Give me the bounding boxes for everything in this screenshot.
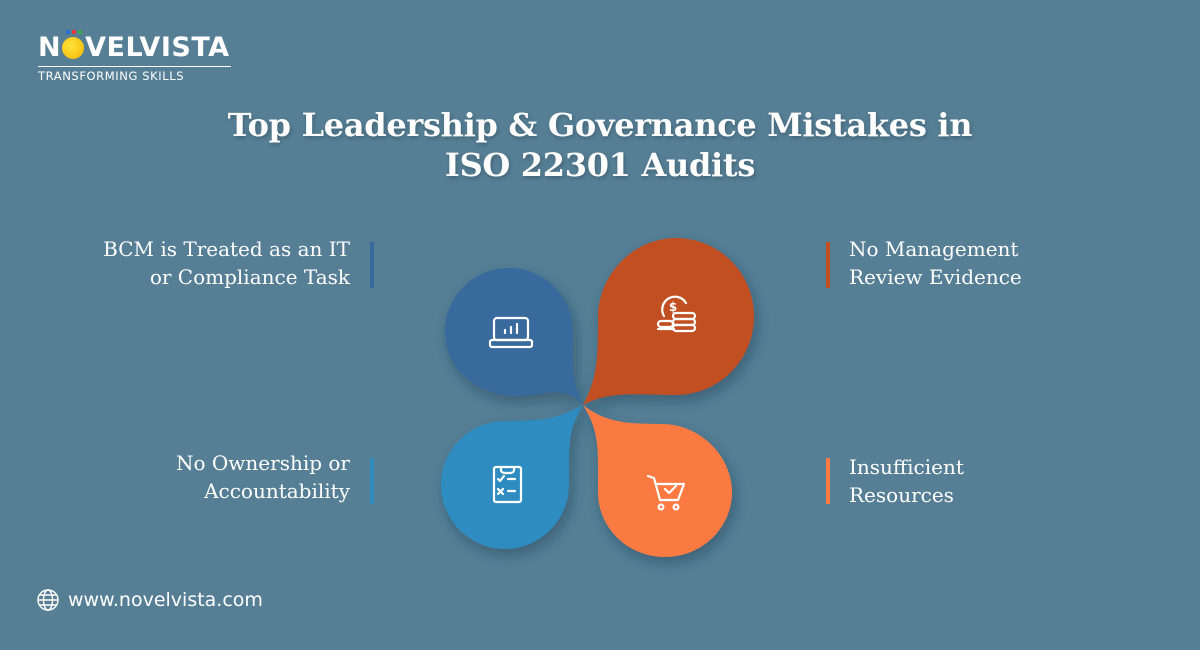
item-label-top-left: BCM is Treated as an IT or Compliance Ta…	[103, 235, 350, 291]
logo-divider	[38, 66, 231, 67]
title-line-1: Top Leadership & Governance Mistakes in	[227, 106, 973, 144]
coins-dollar-icon: $	[656, 295, 697, 333]
page-title: Top Leadership & Governance Mistakes in …	[0, 105, 1200, 185]
laptop-chart-icon	[488, 316, 534, 349]
novelvista-logo: N VELVISTA TRANSFORMING SKILLS	[38, 30, 232, 83]
globe-icon	[37, 589, 59, 611]
website-link[interactable]: www.novelvista.com	[68, 589, 263, 611]
logo-wordmark: N VELVISTA	[38, 30, 232, 63]
title-line-2: ISO 22301 Audits	[444, 146, 756, 184]
item-label-line: No Ownership or	[176, 451, 350, 475]
logo-letter-n: N	[38, 32, 62, 63]
accent-bar-bottom-left	[370, 458, 374, 504]
svg-text:$: $	[669, 300, 677, 314]
accent-bar-top-left	[370, 242, 374, 288]
item-label-top-right: No Management Review Evidence	[849, 235, 1022, 291]
item-label-bottom-left: No Ownership or Accountability	[176, 449, 350, 505]
logo-dots	[66, 30, 83, 34]
item-label-line: No Management	[849, 237, 1019, 261]
shopping-cart-check-icon	[646, 474, 686, 511]
item-label-line: Insufficient	[849, 455, 964, 479]
footer: www.novelvista.com	[36, 588, 263, 612]
logo-tagline: TRANSFORMING SKILLS	[38, 69, 185, 83]
item-label-line: or Compliance Task	[149, 265, 350, 289]
petal-bottom-left	[441, 405, 583, 549]
logo-sun-icon	[62, 30, 85, 59]
petal-top-left	[445, 268, 583, 405]
item-label-bottom-right: Insufficient Resources	[849, 453, 964, 509]
petal-bottom-right	[583, 405, 732, 557]
item-label-line: BCM is Treated as an IT	[103, 237, 350, 261]
item-label-line: Accountability	[204, 479, 350, 503]
accent-bar-top-right	[826, 242, 830, 288]
item-label-line: Review Evidence	[849, 265, 1022, 289]
item-label-line: Resources	[849, 483, 954, 507]
accent-bar-bottom-right	[826, 458, 830, 504]
logo-letters: VELVISTA	[85, 32, 230, 63]
clipboard-checklist-icon	[492, 465, 523, 504]
